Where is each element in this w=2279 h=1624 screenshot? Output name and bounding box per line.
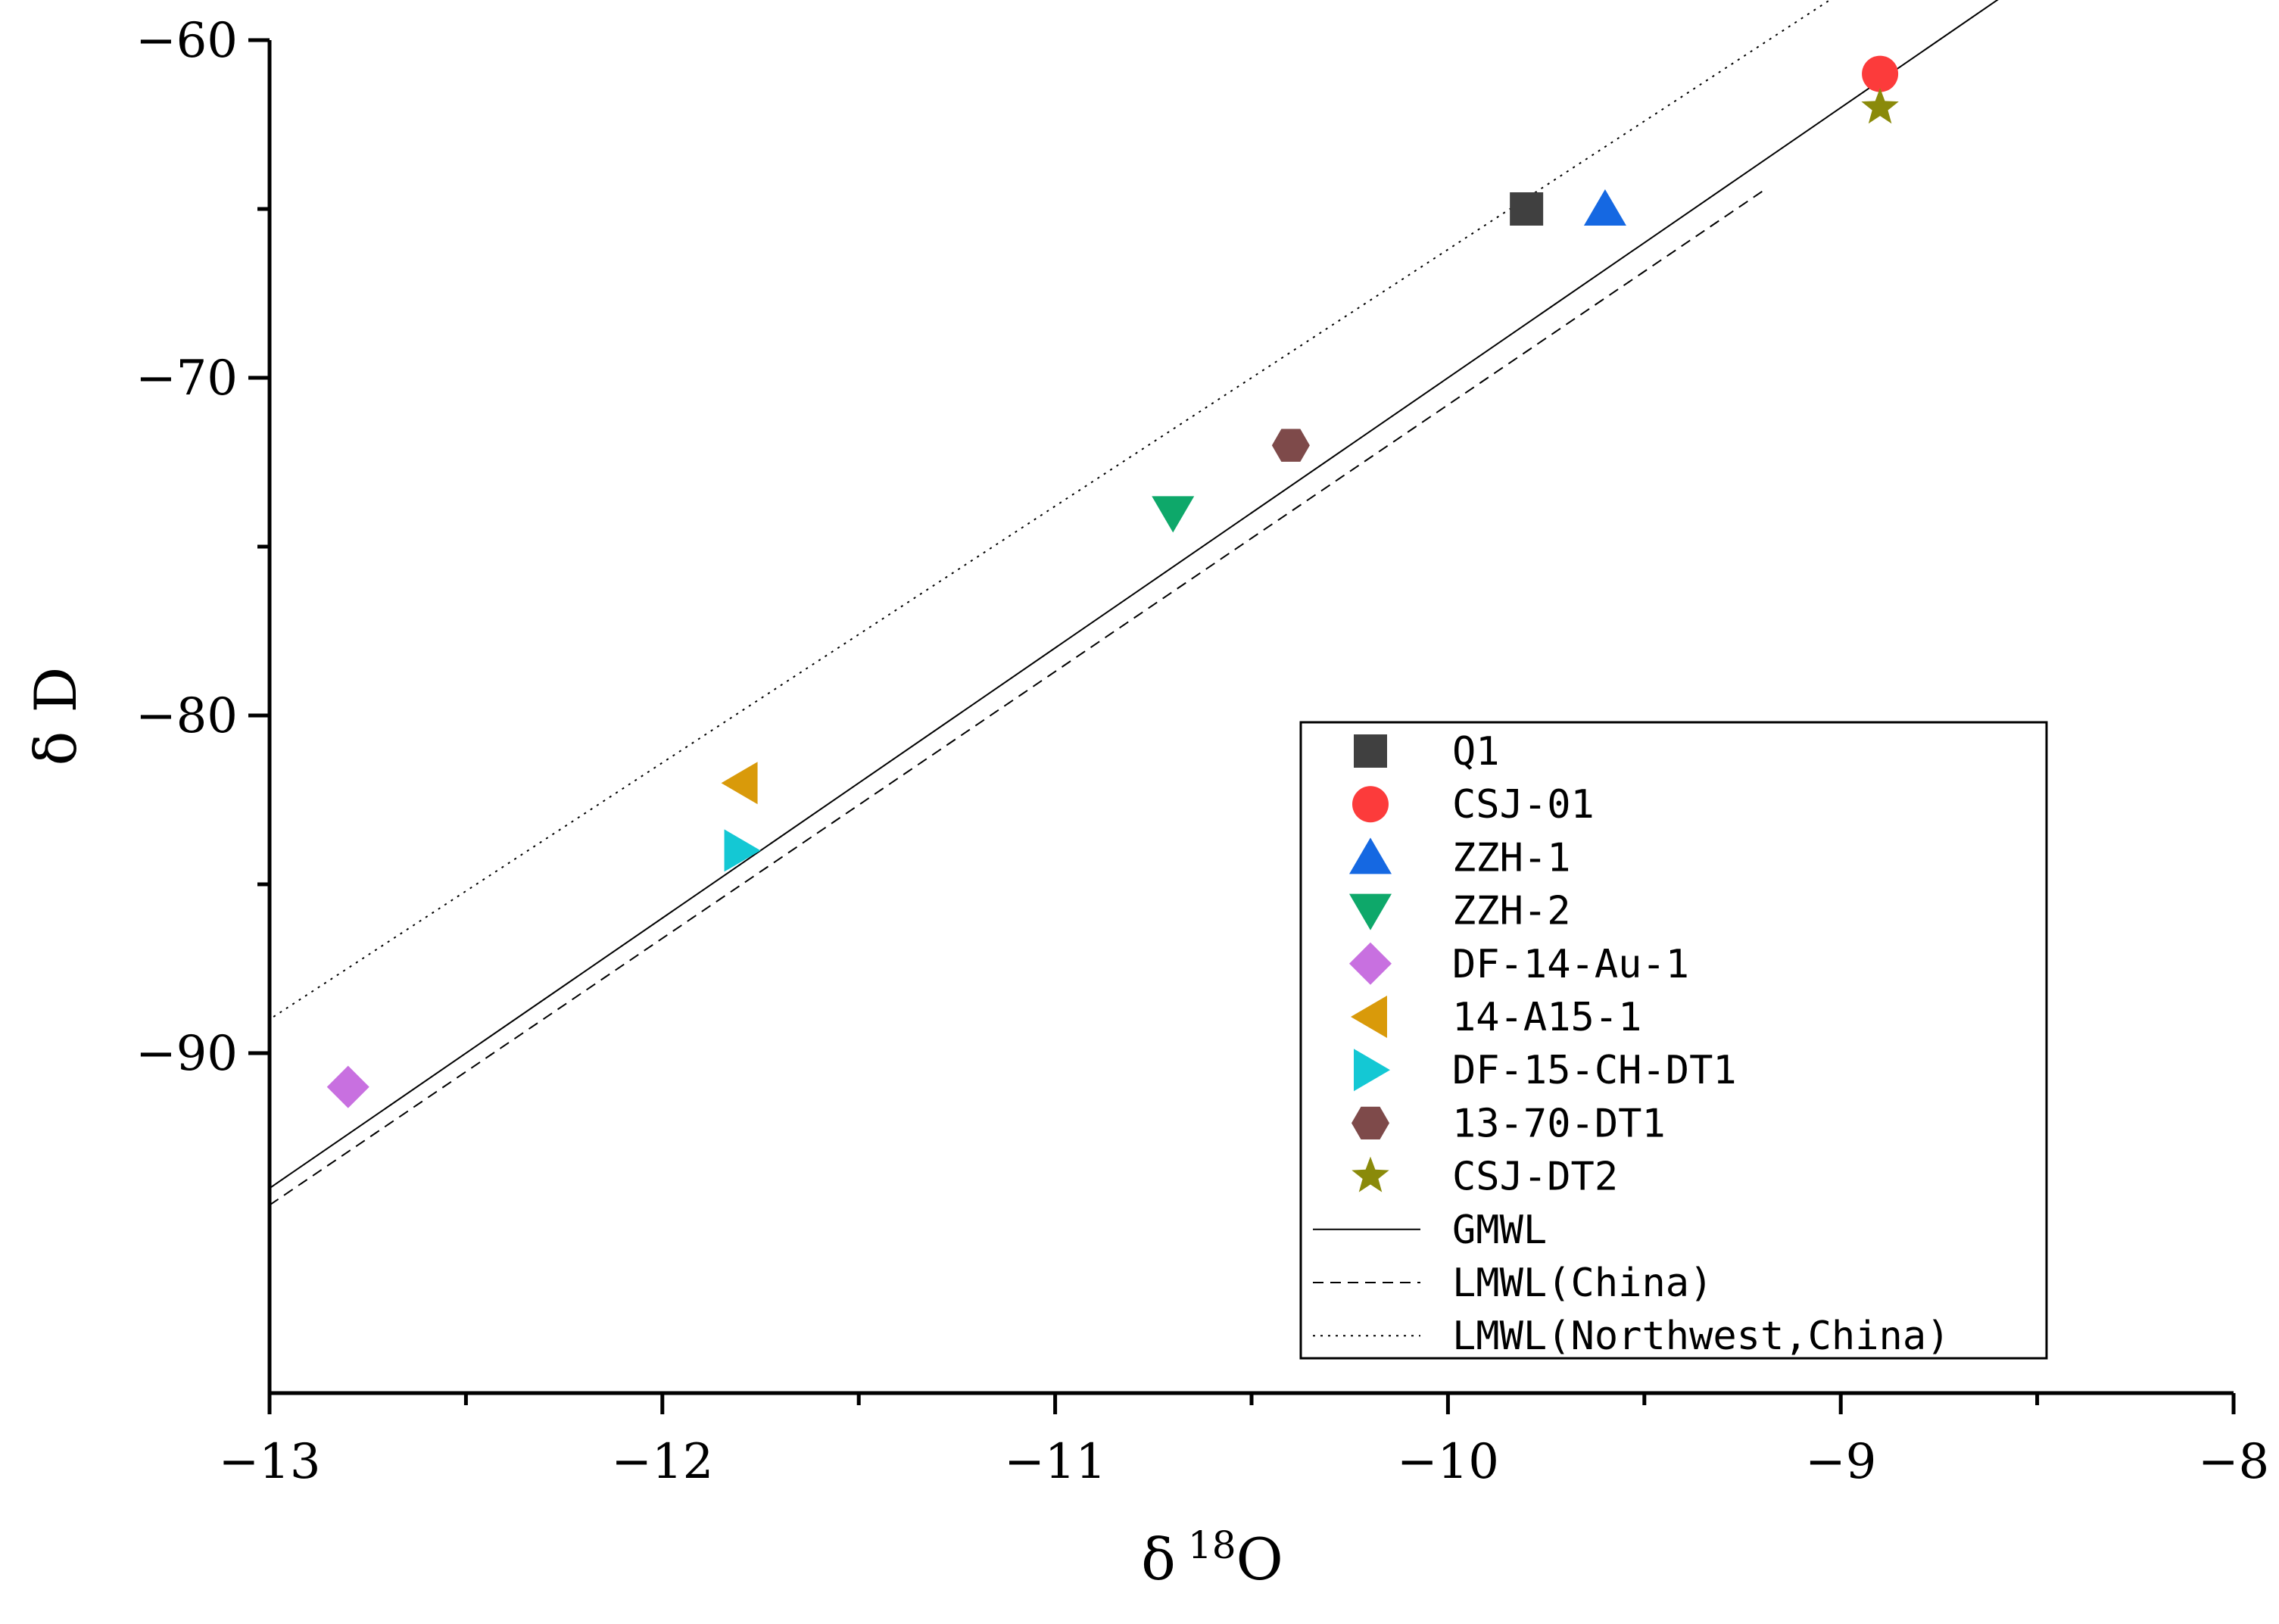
legend-label-df-15-ch-dt1: DF-15-CH-DT1 [1452,1048,1737,1093]
point-zzh-2 [1152,496,1195,533]
x-tick-label: −13 [218,1434,320,1490]
legend-label-csj-dt2: CSJ-DT2 [1452,1155,1618,1200]
line-gmwl [269,0,1999,1189]
legend-label-zzh-2: ZZH-2 [1452,889,1571,934]
x-tick-label: −9 [1805,1434,1876,1490]
legend-marker-df-14-au-1 [1349,942,1392,985]
legend-marker-q1 [1354,734,1387,768]
y-tick-label: −70 [136,351,238,407]
point-13-70-dt1 [1271,429,1310,462]
point-csj-01 [1862,55,1899,92]
legend-marker-df-15-ch-dt1 [1354,1049,1390,1092]
legend-label-13-70-dt1: 13-70-DT1 [1452,1101,1666,1146]
point-q1 [1510,192,1544,226]
legend-label-zzh-1: ZZH-1 [1452,835,1571,881]
x-axis-title-main: δ [1141,1526,1176,1593]
legend-marker-zzh-1 [1349,837,1392,874]
line-lmwl-china- [269,190,1763,1206]
y-axis-title: δ D [22,667,89,766]
legend-box [1299,721,2048,1360]
x-tick-label: −12 [611,1434,713,1490]
y-tick-label: −80 [136,688,238,744]
x-tick-label: −10 [1397,1434,1499,1490]
legend-marker-13-70-dt1 [1352,1106,1389,1140]
x-tick-label: −11 [1004,1434,1106,1490]
legend: Q1 CSJ-01 ZZH-1 ZZH-2 DF-14-Au-1 14-A15-1 DF-1… [1299,721,2048,1360]
data-points [326,55,1899,1108]
legend-marker-csj-dt2 [1352,1156,1389,1192]
point-df-14-au-1 [326,1065,369,1108]
point-zzh-1 [1583,189,1626,226]
legend-label-gmwl: GMWL [1452,1208,1547,1253]
x-axis-title-tail: O [1236,1526,1283,1593]
legend-label-q1: Q1 [1452,729,1500,775]
x-tick-label: −8 [2198,1434,2269,1490]
y-tick-label: −90 [136,1026,238,1082]
reference-lines [269,0,1999,1206]
legend-label-lmwl-northwest-china-: LMWL(Northwest,China) [1452,1314,1950,1359]
legend-label-csj-01: CSJ-01 [1452,782,1595,828]
point-df-15-ch-dt1 [724,829,761,872]
legend-marker-zzh-2 [1349,893,1392,930]
legend-marker-csj-01 [1352,786,1389,823]
y-tick-label: −60 [136,13,238,69]
legend-label-df-14-au-1: DF-14-Au-1 [1452,942,1689,987]
ticks: −13 −12 −11 −10 −9 −8 −90 −80 −70 −60 [136,13,2269,1490]
point-14-a15-1 [721,762,758,805]
legend-label-14-a15-1: 14-A15-1 [1452,995,1641,1040]
legend-marker-14-a15-1 [1351,996,1387,1038]
x-axis-title-superscript: 18 [1188,1523,1236,1567]
point-csj-dt2 [1861,88,1899,124]
legend-label-lmwl-china-: LMWL(China) [1452,1261,1713,1306]
x-axis-title: δ 18O [1141,1523,1283,1593]
